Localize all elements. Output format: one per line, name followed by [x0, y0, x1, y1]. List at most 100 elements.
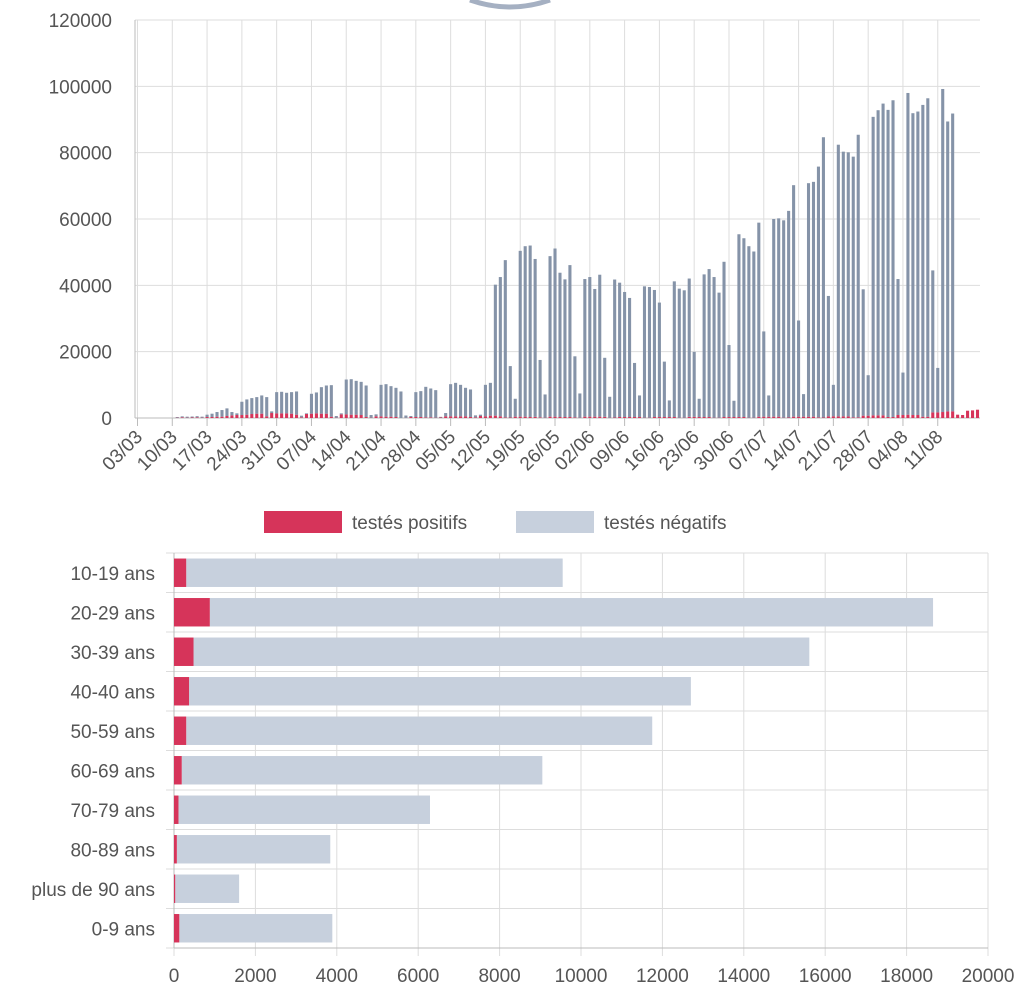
top-bar-positive[interactable]: [846, 416, 850, 418]
top-bar-positive[interactable]: [250, 414, 254, 418]
top-bar-negative[interactable]: [449, 384, 453, 417]
top-bar-positive[interactable]: [280, 413, 284, 418]
top-bar-negative[interactable]: [309, 393, 313, 414]
top-bar-negative[interactable]: [841, 151, 845, 417]
top-bar-negative[interactable]: [230, 412, 234, 416]
top-bar-negative[interactable]: [518, 250, 522, 417]
top-bar-positive[interactable]: [911, 415, 915, 418]
top-bar-positive[interactable]: [285, 413, 289, 418]
top-bar-negative[interactable]: [205, 414, 209, 418]
top-bar-positive[interactable]: [856, 417, 860, 418]
top-bar-positive[interactable]: [309, 413, 313, 418]
top-bar-negative[interactable]: [275, 392, 279, 414]
top-bar-negative[interactable]: [314, 392, 318, 414]
top-bar-positive[interactable]: [588, 416, 592, 418]
top-bar-negative[interactable]: [861, 289, 865, 416]
top-bar-positive[interactable]: [633, 417, 637, 418]
top-bar-negative[interactable]: [722, 261, 726, 418]
top-bar-negative[interactable]: [911, 113, 915, 416]
bottom-bar-negative[interactable]: [189, 677, 691, 706]
top-bar-negative[interactable]: [667, 400, 671, 418]
top-bar-positive[interactable]: [593, 416, 597, 418]
top-bar-negative[interactable]: [926, 98, 930, 417]
top-bar-positive[interactable]: [896, 415, 900, 418]
bottom-bar-positive[interactable]: [174, 756, 182, 785]
top-bar-negative[interactable]: [220, 410, 224, 417]
top-bar-positive[interactable]: [866, 415, 870, 418]
top-bar-positive[interactable]: [180, 417, 184, 418]
top-bar-negative[interactable]: [672, 281, 676, 418]
top-bar-positive[interactable]: [628, 417, 632, 418]
top-bar-negative[interactable]: [245, 399, 249, 415]
top-bar-positive[interactable]: [603, 416, 607, 418]
chart-legend[interactable]: testés positifs testés négatifs: [264, 511, 727, 534]
top-bar-negative[interactable]: [598, 274, 602, 417]
top-bar-positive[interactable]: [483, 416, 487, 418]
top-bar-positive[interactable]: [339, 414, 343, 418]
top-bar-positive[interactable]: [548, 416, 552, 418]
top-bar-negative[interactable]: [856, 134, 860, 418]
top-bar-positive[interactable]: [598, 416, 602, 418]
top-bar-negative[interactable]: [185, 416, 189, 418]
top-bar-positive[interactable]: [533, 416, 537, 418]
top-bar-positive[interactable]: [961, 415, 965, 418]
top-bar-negative[interactable]: [190, 416, 194, 418]
top-bar-negative[interactable]: [573, 356, 577, 418]
top-bar-positive[interactable]: [826, 416, 830, 418]
top-bar-positive[interactable]: [424, 417, 428, 418]
top-bar-negative[interactable]: [304, 413, 309, 415]
top-bar-negative[interactable]: [404, 415, 408, 418]
top-bar-negative[interactable]: [444, 413, 448, 417]
top-bar-negative[interactable]: [866, 375, 870, 416]
top-bar-negative[interactable]: [891, 100, 895, 418]
top-bar-positive[interactable]: [528, 417, 532, 418]
top-bar-negative[interactable]: [319, 387, 323, 414]
top-bar-negative[interactable]: [821, 137, 825, 418]
top-bar-positive[interactable]: [921, 416, 925, 418]
top-bar-positive[interactable]: [444, 416, 448, 418]
top-bar-negative[interactable]: [583, 279, 587, 417]
top-bar-negative[interactable]: [851, 156, 855, 418]
top-bar-positive[interactable]: [707, 417, 711, 418]
top-bar-negative[interactable]: [329, 385, 333, 417]
top-bar-negative[interactable]: [657, 302, 661, 418]
top-bar-positive[interactable]: [672, 417, 676, 418]
top-bar-positive[interactable]: [473, 417, 478, 418]
bottom-bar-negative[interactable]: [193, 637, 810, 666]
top-bar-positive[interactable]: [772, 416, 776, 418]
top-bar-positive[interactable]: [414, 417, 418, 418]
top-bar-negative[interactable]: [901, 372, 905, 416]
top-bar-positive[interactable]: [215, 416, 219, 418]
top-bar-positive[interactable]: [637, 417, 642, 418]
top-bar-negative[interactable]: [792, 185, 796, 417]
top-bar-positive[interactable]: [449, 416, 453, 418]
top-bar-positive[interactable]: [464, 416, 468, 418]
top-bar-negative[interactable]: [787, 210, 791, 418]
top-bar-positive[interactable]: [697, 417, 701, 418]
top-bar-positive[interactable]: [623, 417, 627, 418]
top-bar-negative[interactable]: [946, 121, 950, 412]
top-bar-positive[interactable]: [687, 416, 691, 418]
top-bar-negative[interactable]: [464, 387, 468, 417]
bottom-bar-negative[interactable]: [186, 716, 653, 745]
top-bar-negative[interactable]: [250, 398, 254, 415]
top-bar-positive[interactable]: [732, 417, 736, 418]
top-bar-positive[interactable]: [816, 417, 820, 418]
top-bar-negative[interactable]: [468, 389, 473, 418]
top-bar-positive[interactable]: [702, 417, 706, 418]
top-bar-positive[interactable]: [737, 417, 741, 418]
top-bar-negative[interactable]: [737, 234, 741, 418]
top-bar-negative[interactable]: [603, 357, 607, 417]
bottom-bar-negative[interactable]: [179, 914, 333, 943]
top-bar-negative[interactable]: [692, 351, 696, 417]
top-bar-positive[interactable]: [831, 416, 835, 418]
top-bar-negative[interactable]: [682, 290, 686, 418]
top-bar-positive[interactable]: [354, 414, 358, 418]
top-bar-positive[interactable]: [389, 416, 393, 418]
top-bar-positive[interactable]: [374, 416, 378, 418]
top-bar-negative[interactable]: [921, 104, 925, 417]
top-bar-negative[interactable]: [831, 384, 835, 417]
top-bar-negative[interactable]: [727, 345, 731, 418]
top-bar-negative[interactable]: [578, 393, 582, 418]
top-bar-negative[interactable]: [836, 144, 840, 417]
